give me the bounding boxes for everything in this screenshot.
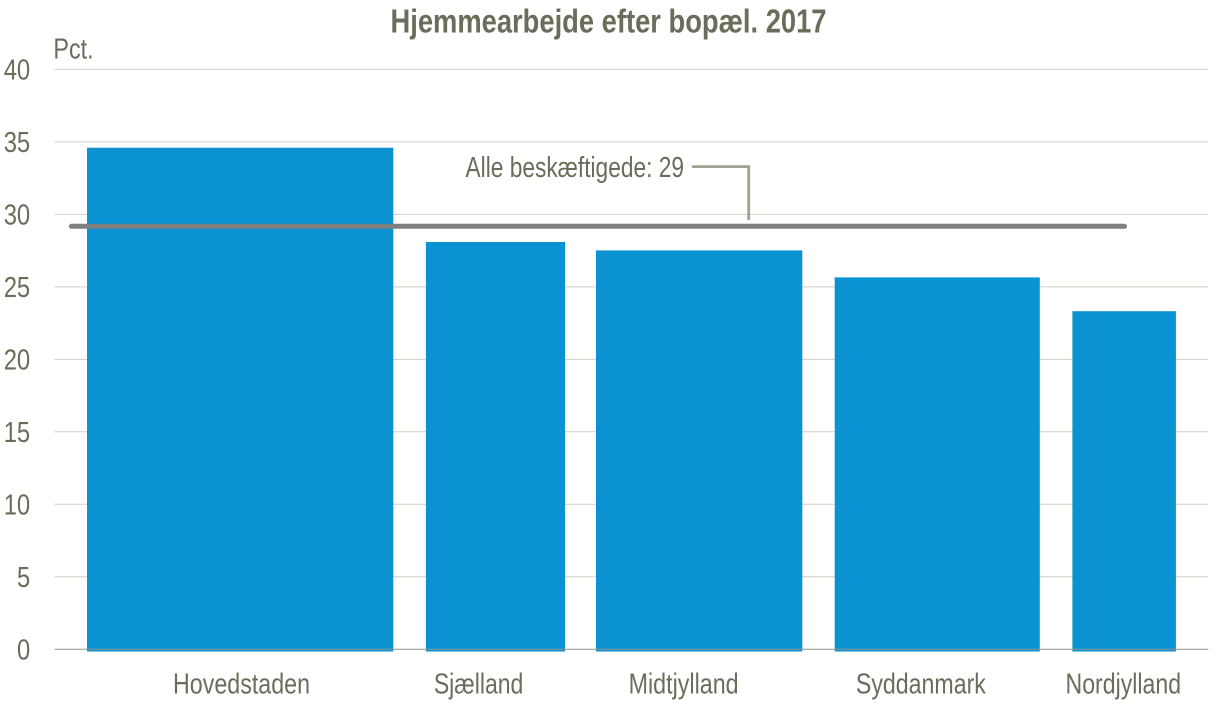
svg-text:Hjemmearbejde efter bopæl. 201: Hjemmearbejde efter bopæl. 2017 bbox=[391, 3, 827, 40]
svg-text:25: 25 bbox=[4, 272, 31, 304]
svg-text:30: 30 bbox=[4, 200, 31, 232]
svg-text:Pct.: Pct. bbox=[53, 34, 93, 66]
svg-text:5: 5 bbox=[17, 562, 30, 594]
svg-text:40: 40 bbox=[4, 55, 31, 87]
svg-text:Syddanmark: Syddanmark bbox=[856, 668, 986, 700]
svg-text:Sjælland: Sjælland bbox=[434, 668, 524, 700]
svg-text:15: 15 bbox=[4, 417, 31, 449]
svg-text:Nordjylland: Nordjylland bbox=[1066, 668, 1182, 700]
svg-text:10: 10 bbox=[4, 490, 31, 522]
svg-text:0: 0 bbox=[17, 635, 30, 667]
svg-text:20: 20 bbox=[4, 345, 31, 377]
svg-text:Hovedstaden: Hovedstaden bbox=[173, 668, 310, 700]
svg-text:Alle beskæftigede: 29: Alle beskæftigede: 29 bbox=[466, 152, 685, 184]
svg-text:Midtjylland: Midtjylland bbox=[629, 668, 739, 700]
svg-text:35: 35 bbox=[4, 127, 31, 159]
